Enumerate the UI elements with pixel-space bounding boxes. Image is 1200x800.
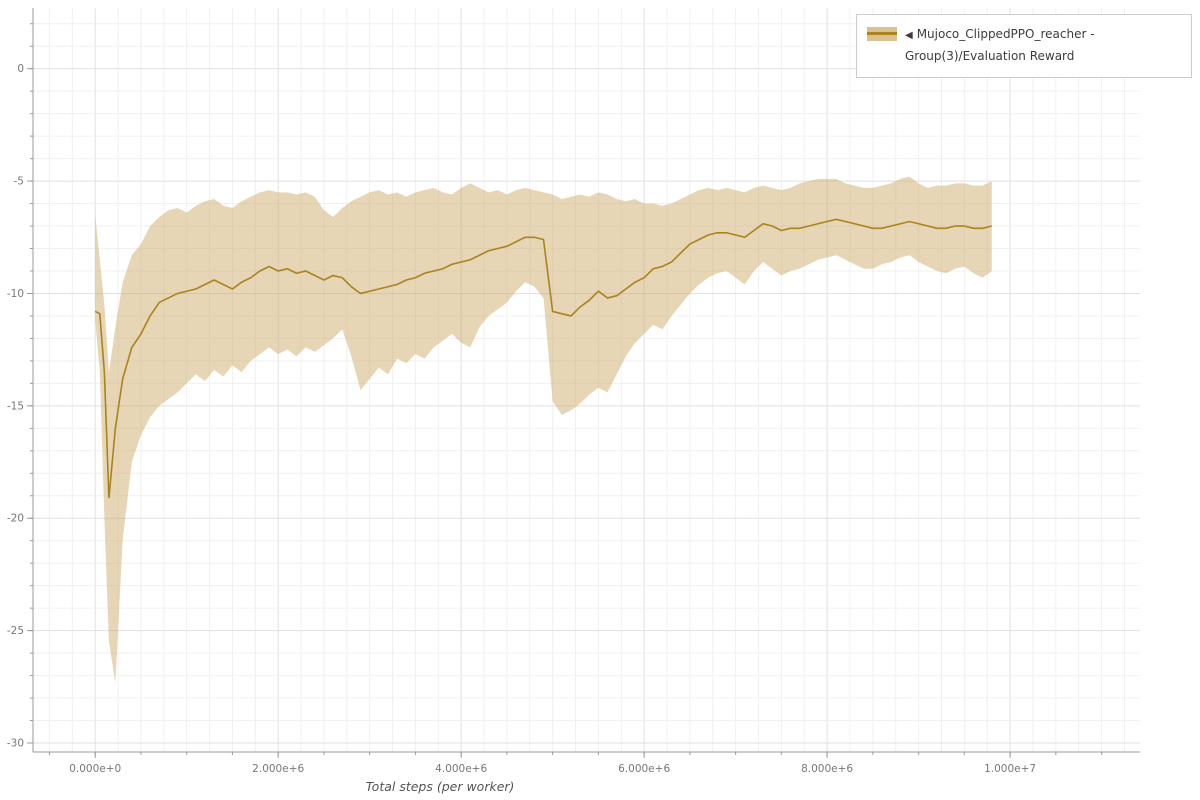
y-tick-label: -30 bbox=[7, 738, 24, 750]
y-tick-label: -15 bbox=[7, 400, 24, 412]
y-tick-label: -5 bbox=[14, 176, 24, 188]
confidence-band bbox=[95, 176, 992, 683]
y-tick-label: -10 bbox=[7, 288, 24, 300]
x-tick-label: 0.000e+0 bbox=[69, 763, 121, 775]
triangle-left-icon: ◀ bbox=[905, 30, 913, 41]
legend-item[interactable]: ◀ Mujoco_ClippedPPO_reacher - Group(3)/Ev… bbox=[905, 24, 1181, 67]
x-axis-title: Total steps (per worker) bbox=[366, 779, 515, 794]
x-tick-label: 4.000e+6 bbox=[435, 763, 487, 775]
axes: 0.000e+0 2.000e+6 4.000e+6 6.000e+6 8.000e+6… bbox=[7, 8, 1140, 775]
legend-series-label: Mujoco_ClippedPPO_reacher - Group(3)/Eva… bbox=[905, 27, 1095, 63]
evaluation-reward-line bbox=[94, 218, 992, 499]
y-tick-label: 0 bbox=[17, 63, 24, 75]
legend-box[interactable]: ◀ Mujoco_ClippedPPO_reacher - Group(3)/Ev… bbox=[856, 14, 1192, 79]
x-tick-label: 8.000e+6 bbox=[801, 763, 853, 775]
y-tick-label: -25 bbox=[7, 625, 24, 637]
legend-swatch bbox=[867, 27, 897, 41]
x-tick-label: 6.000e+6 bbox=[618, 763, 670, 775]
legend-swatch-line-icon bbox=[867, 32, 897, 35]
y-tick-label: -20 bbox=[7, 513, 24, 525]
x-tick-label: 2.000e+6 bbox=[252, 763, 304, 775]
x-tick-label: 1.000e+7 bbox=[984, 763, 1036, 775]
plot-grid bbox=[33, 8, 1140, 752]
